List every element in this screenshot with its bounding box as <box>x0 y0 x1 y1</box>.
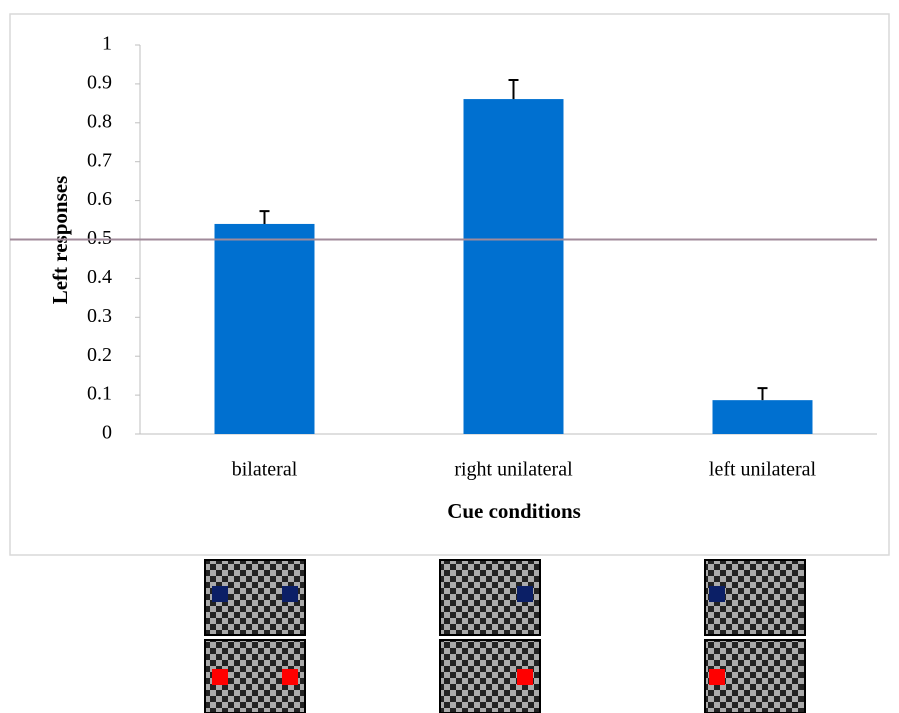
x-tick-label: left unilateral <box>709 459 817 481</box>
y-tick-label: 1 <box>102 33 112 55</box>
y-tick-label: 0.1 <box>87 383 112 405</box>
y-tick-label: 0.8 <box>87 110 112 132</box>
y-tick-label: 0.6 <box>87 188 112 210</box>
y-tick-label: 0.9 <box>87 71 112 93</box>
y-tick-label: 0.3 <box>87 305 112 327</box>
y-tick-label: 0.7 <box>87 149 112 171</box>
y-tick-label: 0 <box>102 422 112 444</box>
bar <box>464 99 564 434</box>
y-tick-label: 0.4 <box>87 266 112 288</box>
stimulus-icons <box>205 560 805 713</box>
x-tick-label: bilateral <box>232 459 298 481</box>
y-tick-label: 0.2 <box>87 344 112 366</box>
bar <box>215 224 315 434</box>
chart: Left responses Cue conditions 00.10.20.3… <box>0 0 899 713</box>
x-axis-title: Cue conditions <box>447 499 581 523</box>
bar <box>713 400 813 434</box>
y-tick-label: 0.5 <box>87 227 112 249</box>
x-tick-label: right unilateral <box>454 459 573 481</box>
